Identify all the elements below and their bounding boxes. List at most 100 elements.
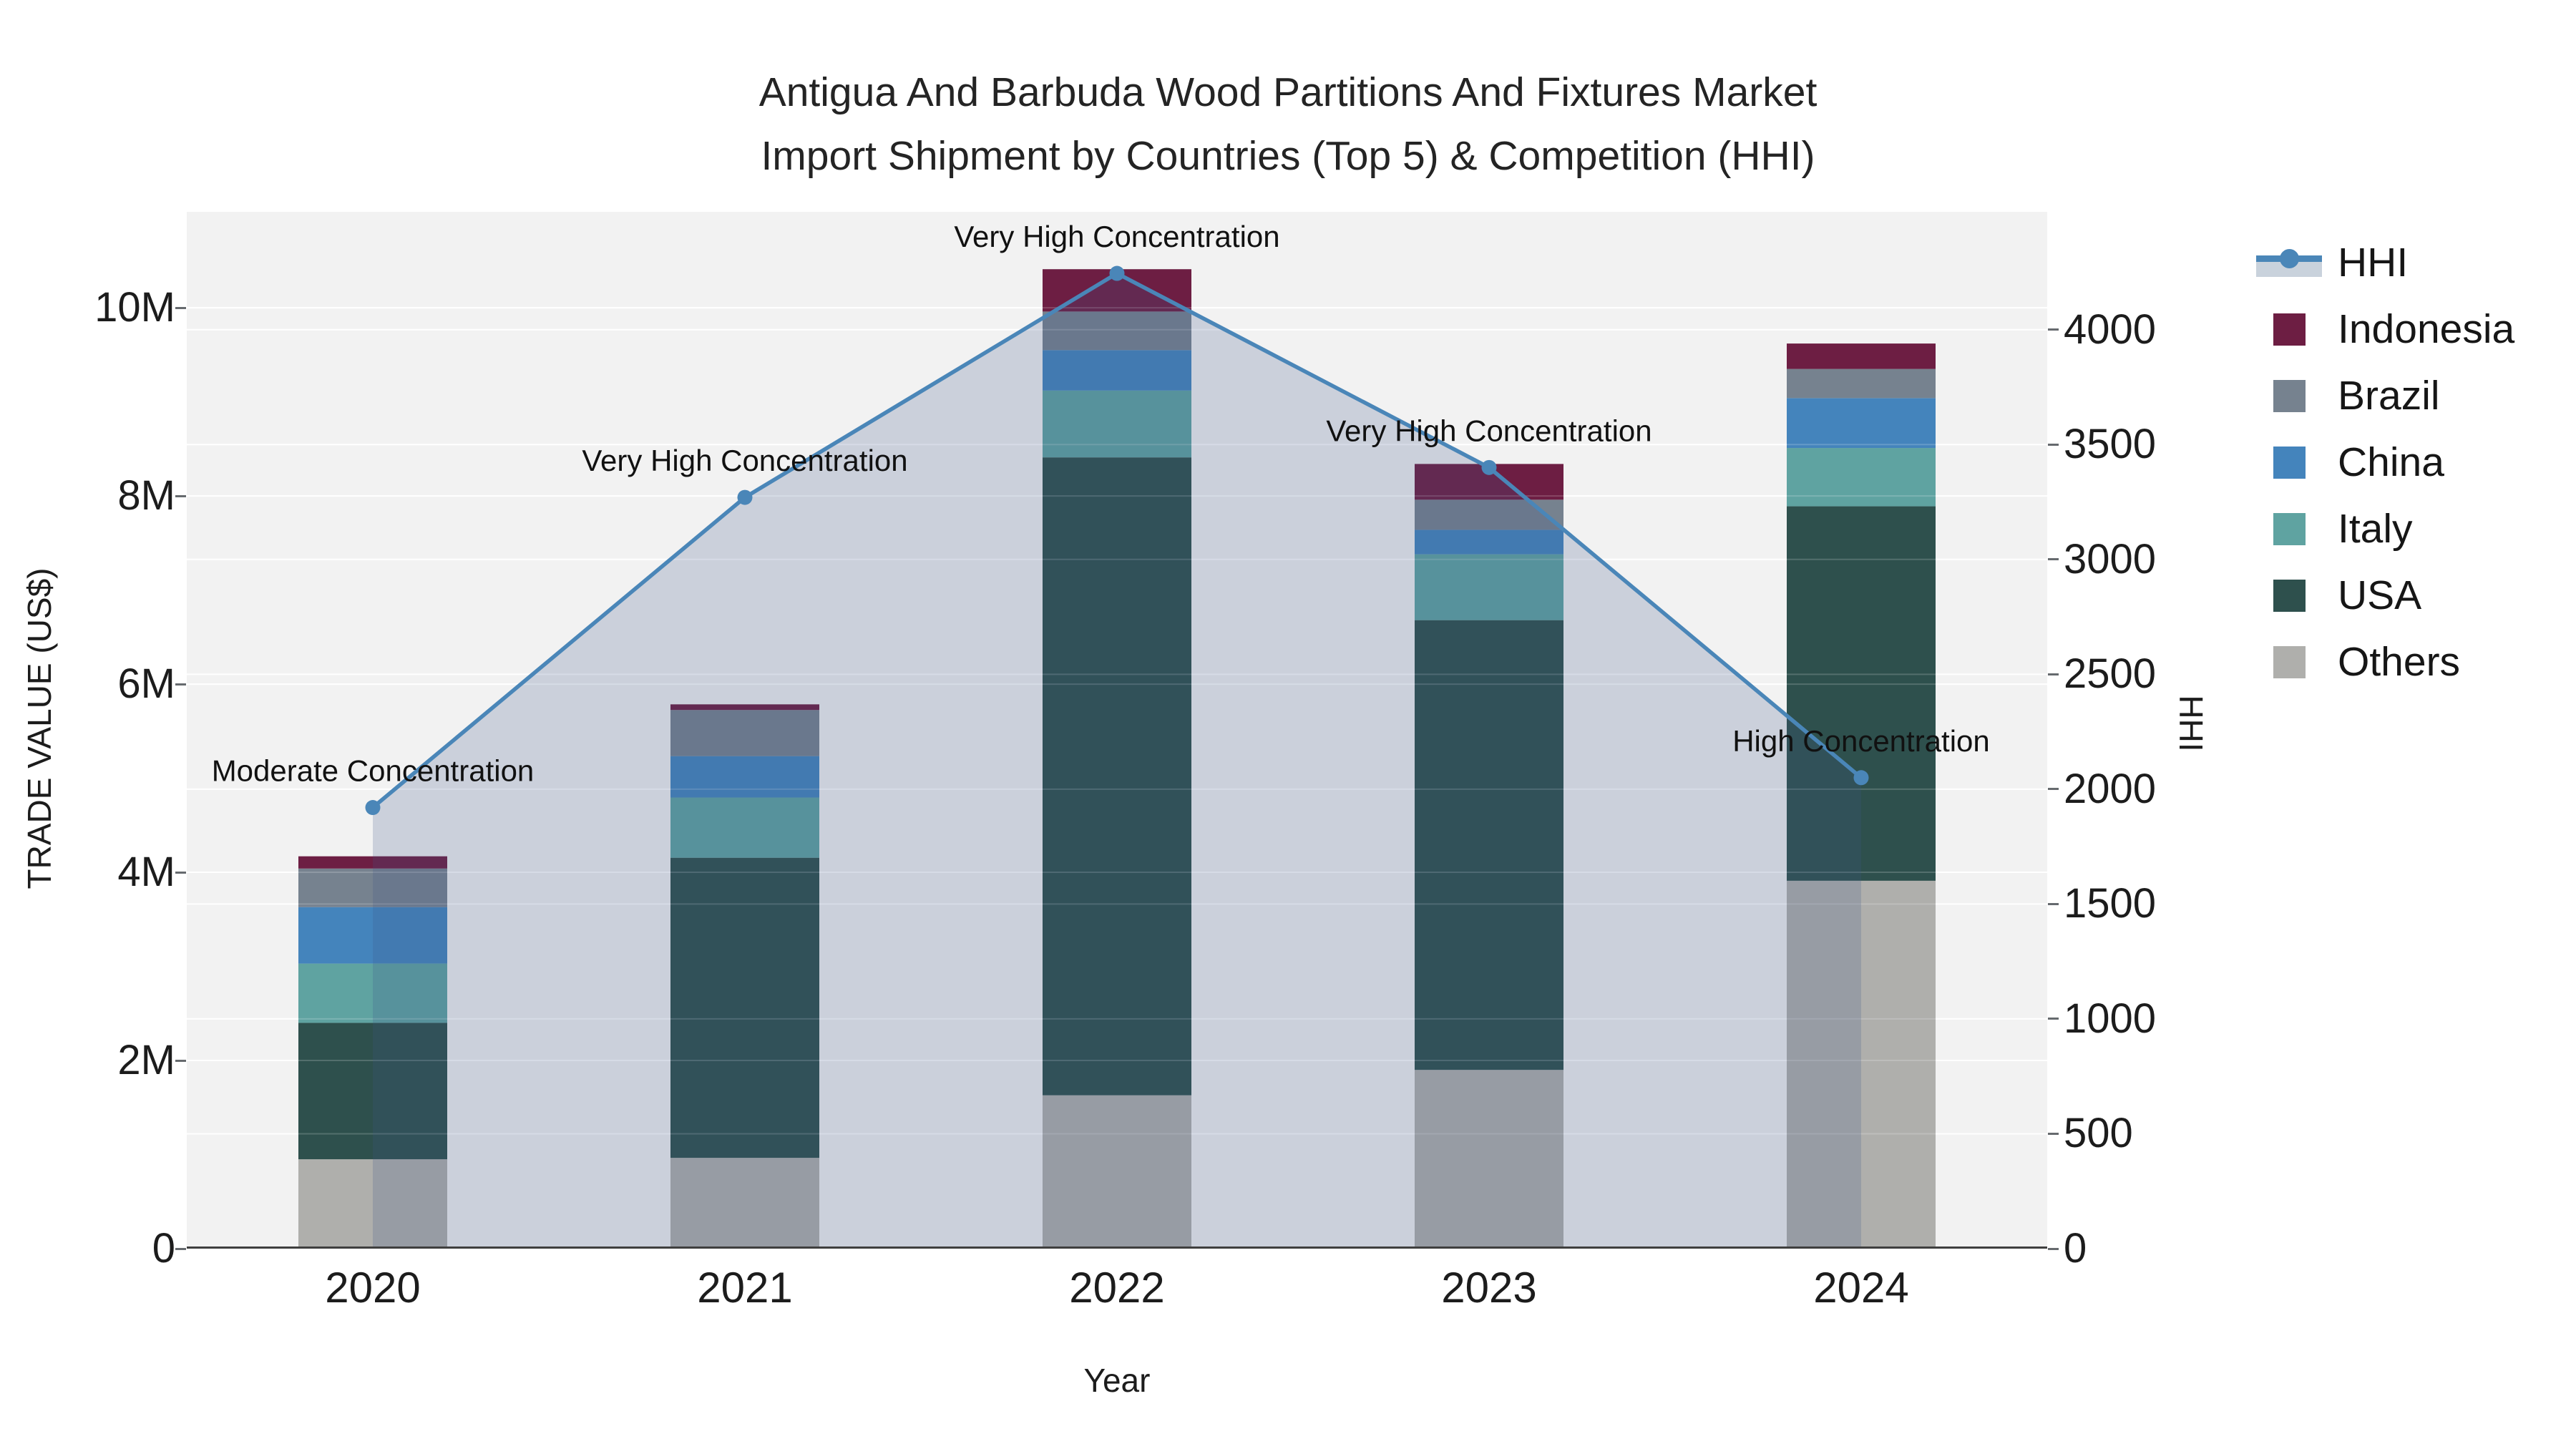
legend-label-others: Others xyxy=(2338,638,2461,685)
bar-segment-others-2023[interactable] xyxy=(1415,1070,1563,1249)
hhi-area-fill xyxy=(373,273,1861,1249)
right-tick-2500: 2500 xyxy=(2064,650,2157,698)
bar-segment-indonesia-2021[interactable] xyxy=(670,704,819,711)
swatch-china xyxy=(2273,446,2306,479)
bar-segment-brazil-2022[interactable] xyxy=(1043,311,1191,351)
bar-segment-others-2020[interactable] xyxy=(298,1159,447,1249)
chart-title-line2: Import Shipment by Countries (Top 5) & C… xyxy=(761,133,1815,179)
swatch-brazil xyxy=(2273,379,2306,412)
tick-mark xyxy=(175,683,186,686)
legend-swatch-icon xyxy=(2256,645,2322,678)
hhi-area-sample xyxy=(2256,260,2322,277)
tick-mark xyxy=(2048,902,2059,905)
tick-mark xyxy=(2048,558,2059,561)
bar-segment-indonesia-2024[interactable] xyxy=(1787,343,1936,369)
legend-item-china[interactable]: China xyxy=(2256,429,2514,495)
annotation-2021: Very High Concentration xyxy=(582,444,907,477)
x-tick-2021: 2021 xyxy=(697,1264,793,1312)
x-tick-2024: 2024 xyxy=(1813,1264,1909,1312)
tick-mark xyxy=(175,494,186,497)
hhi-marker-2022[interactable] xyxy=(1109,265,1125,281)
bar-segment-brazil-2024[interactable] xyxy=(1787,369,1936,399)
annotation-2024: High Concentration xyxy=(1732,724,1990,758)
bar-segment-china-2024[interactable] xyxy=(1787,398,1936,449)
hhi-marker-2020[interactable] xyxy=(365,800,381,816)
left-tick-10M: 10M xyxy=(94,284,175,331)
tick-mark xyxy=(175,1247,186,1250)
legend-item-brazil[interactable]: Brazil xyxy=(2256,362,2514,429)
bar-segment-brazil-2023[interactable] xyxy=(1415,499,1563,530)
bar-segment-china-2023[interactable] xyxy=(1415,530,1563,555)
legend-swatch-icon xyxy=(2256,313,2322,346)
legend-item-italy[interactable]: Italy xyxy=(2256,495,2514,562)
swatch-usa xyxy=(2273,579,2306,612)
bar-segment-indonesia-2020[interactable] xyxy=(298,856,447,869)
legend-label-china: China xyxy=(2338,439,2444,485)
legend-swatch-icon xyxy=(2256,579,2322,612)
right-axis-title: HHI xyxy=(2172,695,2210,752)
legend-item-hhi[interactable]: HHI xyxy=(2256,229,2514,296)
swatch-others xyxy=(2273,645,2306,678)
tick-mark xyxy=(175,1059,186,1062)
left-tick-6M: 6M xyxy=(117,660,175,708)
annotation-2023: Very High Concentration xyxy=(1326,414,1652,447)
hhi-marker-sample xyxy=(2280,248,2299,268)
tick-mark xyxy=(2048,328,2059,331)
hhi-marker-2024[interactable] xyxy=(1853,770,1869,786)
bar-segment-italy-2024[interactable] xyxy=(1787,448,1936,507)
x-tick-2020: 2020 xyxy=(325,1264,421,1312)
right-tick-2000: 2000 xyxy=(2064,765,2157,812)
x-axis-title: Year xyxy=(1083,1362,1151,1399)
bar-segment-brazil-2020[interactable] xyxy=(298,868,447,907)
legend-swatch-icon xyxy=(2256,446,2322,479)
tick-mark xyxy=(2048,673,2059,675)
bar-segment-usa-2021[interactable] xyxy=(670,857,819,1158)
legend-item-others[interactable]: Others xyxy=(2256,628,2514,695)
bar-segment-others-2021[interactable] xyxy=(670,1158,819,1249)
tick-mark xyxy=(2048,1132,2059,1135)
bar-segment-usa-2023[interactable] xyxy=(1415,620,1563,1070)
legend-item-indonesia[interactable]: Indonesia xyxy=(2256,296,2514,362)
legend: HHI Indonesia Brazil China Italy USA Others xyxy=(2256,229,2514,695)
right-tick-500: 500 xyxy=(2064,1110,2133,1157)
tick-mark xyxy=(2048,1018,2059,1020)
hhi-line-sample-icon xyxy=(2256,247,2322,278)
bar-segment-others-2024[interactable] xyxy=(1787,880,1936,1249)
chart-canvas: Moderate Concentration Very High Concentr… xyxy=(187,220,2047,1249)
left-tick-0: 0 xyxy=(152,1225,175,1272)
bar-segment-italy-2023[interactable] xyxy=(1415,554,1563,620)
bar-segment-italy-2022[interactable] xyxy=(1043,390,1191,458)
right-tick-4000: 4000 xyxy=(2064,306,2157,353)
tick-mark xyxy=(2048,443,2059,446)
x-tick-2022: 2022 xyxy=(1069,1264,1165,1312)
annotation-2020: Moderate Concentration xyxy=(212,754,535,788)
bar-segment-italy-2020[interactable] xyxy=(298,963,447,1023)
bar-segment-china-2022[interactable] xyxy=(1043,350,1191,391)
swatch-italy xyxy=(2273,512,2306,545)
legend-label-indonesia: Indonesia xyxy=(2338,306,2515,352)
right-tick-0: 0 xyxy=(2064,1225,2087,1272)
left-tick-4M: 4M xyxy=(117,849,175,896)
legend-label-brazil: Brazil xyxy=(2338,372,2440,419)
plot-area: Moderate Concentration Very High Concentr… xyxy=(187,212,2047,1249)
legend-item-usa[interactable]: USA xyxy=(2256,562,2514,628)
bar-segment-others-2022[interactable] xyxy=(1043,1095,1191,1249)
bar-segment-china-2021[interactable] xyxy=(670,756,819,798)
left-tick-2M: 2M xyxy=(117,1037,175,1084)
hhi-marker-2021[interactable] xyxy=(737,489,753,505)
annotation-2022: Very High Concentration xyxy=(954,220,1279,253)
right-tick-3500: 3500 xyxy=(2064,421,2157,468)
bar-segment-usa-2022[interactable] xyxy=(1043,457,1191,1096)
hhi-marker-2023[interactable] xyxy=(1481,459,1497,475)
tick-mark xyxy=(2048,788,2059,791)
x-tick-2023: 2023 xyxy=(1441,1264,1537,1312)
bar-segment-usa-2024[interactable] xyxy=(1787,506,1936,881)
right-tick-3000: 3000 xyxy=(2064,535,2157,582)
left-axis-title: TRADE VALUE (US$) xyxy=(21,567,58,889)
legend-label-usa: USA xyxy=(2338,572,2422,618)
bar-segment-brazil-2021[interactable] xyxy=(670,710,819,756)
bar-segment-italy-2021[interactable] xyxy=(670,797,819,858)
right-tick-1000: 1000 xyxy=(2064,995,2157,1042)
bar-segment-china-2020[interactable] xyxy=(298,907,447,964)
bar-segment-usa-2020[interactable] xyxy=(298,1023,447,1160)
